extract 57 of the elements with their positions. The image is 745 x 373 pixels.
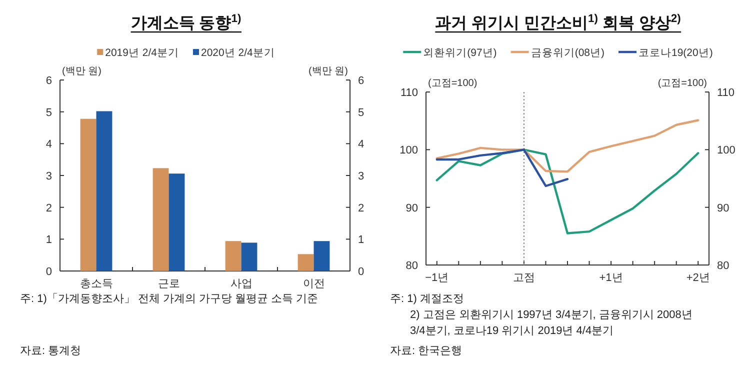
y2-tick-label: 110 (717, 87, 735, 99)
y-tick-label: 80 (406, 260, 418, 272)
y2-tick-label: 90 (717, 202, 730, 214)
y-tick-label: 5 (46, 106, 52, 119)
y-tick-label: 4 (46, 138, 52, 151)
text: 주: 1)「가계동향조사」 전체 가계의 가구당 월평균 소득 기준 (20, 293, 318, 305)
bar (241, 242, 258, 271)
y2-tick-label: 100 (717, 144, 736, 157)
chart-title: 가계소득 동향$^{1)}$ (130, 13, 242, 32)
line-series (436, 148, 700, 234)
text: 자료: 통계청 (20, 345, 82, 357)
text: 주: 1) 계절조정 (390, 293, 464, 305)
bar (225, 241, 242, 271)
y-tick-label: 0 (46, 266, 52, 278)
y-tick-label: 1 (46, 234, 52, 246)
x-tick-label: 고점 (512, 272, 535, 284)
line-series (436, 148, 569, 188)
y2-tick-label: 0 (358, 266, 364, 278)
y-tick-label: 3 (46, 170, 52, 182)
legend-label: 외환위기(97년) (423, 47, 497, 59)
y-tick-label: 2 (46, 202, 52, 214)
bar (80, 118, 96, 271)
x-tick-label: 총소득 (80, 278, 113, 290)
legend-label: 코로나19(20년) (638, 47, 713, 59)
y-tick-label: 110 (400, 87, 418, 99)
y2-tick-label: 2 (358, 202, 364, 214)
bar (314, 241, 330, 271)
x-tick-label: +1년 (599, 272, 623, 284)
text: 2) 고점은 외환위기시 1997년 3/4분기, 금융위기시 2008년 3/4분기, 코로나19 위기시 2019년 4/4분기 (410, 309, 692, 337)
y-axis-title: (백만 원) (62, 66, 102, 77)
bar (298, 254, 314, 271)
y2-tick-label: 6 (358, 75, 364, 87)
bar (168, 174, 185, 271)
y2-axis-title: (백만 원) (308, 66, 348, 77)
line-series (436, 119, 700, 173)
legend-label: 2019년 2/4분기 (105, 47, 179, 59)
y-tick-label: 90 (406, 202, 418, 214)
legend-label: 2020년 2/4분기 (201, 47, 275, 59)
x-tick-label: +2년 (686, 272, 710, 284)
y2-tick-label: 5 (358, 106, 364, 119)
y2-tick-label: 4 (358, 138, 364, 151)
x-tick-label: 근로 (158, 278, 180, 290)
x-tick-label: 사업 (230, 278, 252, 290)
y2-tick-label: 3 (358, 170, 364, 182)
x-tick-label: −1년 (425, 272, 449, 284)
y2-tick-label: 80 (717, 260, 730, 272)
y-tick-label: 100 (400, 144, 418, 157)
legend-label: 금융위기(08년) (530, 47, 605, 59)
x-tick-label: 이전 (302, 278, 325, 290)
y-axis-title: (고점=100) (428, 78, 478, 89)
text: 자료: 한국은행 (390, 345, 462, 357)
y2-tick-label: 1 (358, 234, 364, 246)
y-tick-label: 6 (46, 75, 52, 87)
y2-axis-title: (고점=100) (658, 78, 707, 89)
bar (152, 168, 169, 271)
bar (96, 111, 112, 271)
chart-title: 과거 위기시 민간소비$^{1)}$ 회복 양상$^{2)}$ (435, 13, 682, 32)
